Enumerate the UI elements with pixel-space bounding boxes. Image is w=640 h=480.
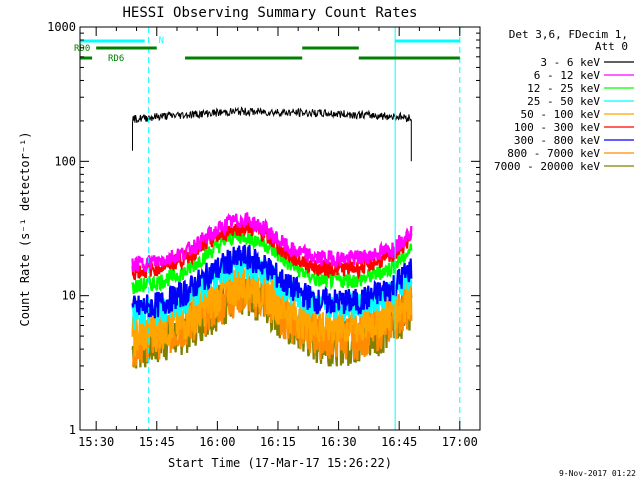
legend-entry-label: 7000 - 20000 keV [494, 160, 600, 173]
series-line-3-6-kev [132, 106, 412, 162]
x-tick-label: 16:30 [321, 435, 357, 449]
x-axis: 15:30 15:45 16:00 16:15 16:30 16:45 17:00 [78, 27, 481, 449]
y-tick-label: 1 [69, 423, 76, 437]
legend-entry-label: 25 - 50 keV [527, 95, 600, 108]
y-tick-label: 100 [54, 154, 76, 168]
x-tick-label: 16:45 [381, 435, 417, 449]
rd6-label: RD6 [108, 54, 124, 64]
rd0-label: RD0 [74, 44, 90, 54]
legend-entry-label: 100 - 300 keV [514, 121, 600, 134]
y-tick-label: 1000 [47, 20, 76, 34]
n-label: N [159, 36, 164, 46]
chart-title: HESSI Observing Summary Count Rates [122, 5, 417, 21]
footer-date: 9-Nov-2017 01:22 [559, 469, 636, 478]
x-axis-label: Start Time (17-Mar-17 15:26:22) [168, 456, 392, 470]
plot-frame [79, 26, 481, 431]
series-line-300-800-kev [131, 244, 413, 319]
series-layer [131, 106, 413, 369]
x-tick-label: 16:00 [199, 435, 235, 449]
x-tick-label: 16:15 [260, 435, 296, 449]
y-axis-label: Count Rate (s⁻¹ detector⁻¹) [18, 131, 32, 326]
status-annotation-layer: N RD0 RD6 [74, 27, 461, 430]
legend-header-line1: Det 3,6, FDecim 1, [509, 28, 628, 41]
series-line-6-12-kev [131, 212, 413, 272]
legend-header-line2: Att 0 [595, 40, 628, 53]
legend-entry-label: 300 - 800 keV [514, 134, 600, 147]
x-tick-label: 17:00 [442, 435, 478, 449]
legend-entry-label: 3 - 6 keV [540, 56, 600, 69]
legend-entry-label: 6 - 12 keV [534, 69, 601, 82]
legend-entry-label: 800 - 7000 keV [507, 147, 600, 160]
series-line-12-25-kev [131, 228, 413, 294]
plot-clip-area: N RD0 RD6 [74, 27, 461, 430]
legend-entry-label: 12 - 25 keV [527, 82, 600, 95]
legend-entry-label: 50 - 100 keV [521, 108, 601, 121]
x-tick-label: 15:30 [78, 435, 114, 449]
y-tick-label: 10 [62, 289, 76, 303]
y-axis: 1 10 100 1000 [47, 20, 480, 437]
x-tick-label: 15:45 [139, 435, 175, 449]
